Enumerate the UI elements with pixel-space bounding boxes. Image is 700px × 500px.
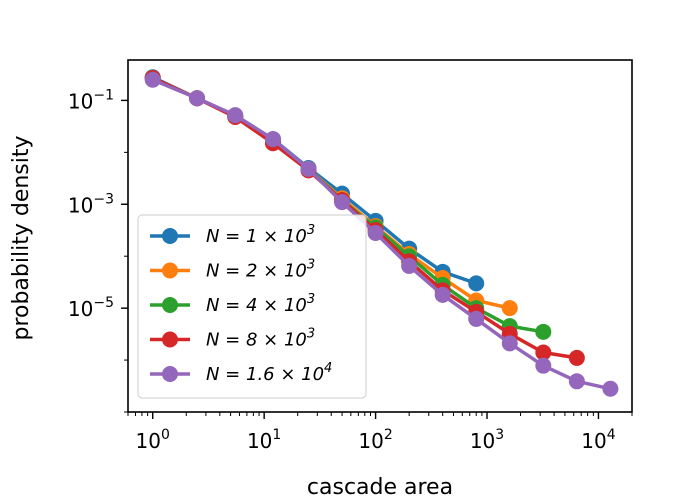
legend-item: N = 2 × 103	[150, 258, 315, 282]
data-point	[602, 380, 619, 397]
legend-label: N = 1.6 × 104	[206, 361, 332, 385]
data-point	[501, 300, 518, 317]
data-point	[334, 194, 351, 211]
legend-item: N = 1.6 × 104	[150, 361, 332, 385]
legend-marker	[162, 331, 178, 348]
legend-box	[137, 214, 367, 399]
legend-marker	[162, 262, 178, 279]
legend-label: N = 4 × 103	[206, 292, 315, 316]
plot-frame	[127, 59, 633, 413]
legend-marker	[162, 366, 178, 382]
data-point	[535, 344, 552, 361]
data-point	[367, 224, 384, 241]
series-4	[144, 71, 619, 397]
x-tick-label: 100	[136, 427, 170, 453]
data-point	[468, 275, 485, 292]
y-tick-label: 10−1	[68, 87, 114, 113]
data-point	[434, 286, 451, 303]
data-point	[227, 107, 244, 124]
data-point	[568, 373, 585, 390]
legend-label: N = 1 × 103	[206, 223, 315, 247]
data-point	[300, 160, 317, 177]
legend-label: N = 8 × 103	[206, 327, 315, 351]
x-tick-label: 103	[470, 427, 504, 453]
data-point	[535, 357, 552, 374]
legend-item: N = 8 × 103	[150, 327, 315, 351]
x-tick-label: 102	[358, 427, 392, 453]
legend-marker	[162, 228, 178, 244]
data-point	[535, 323, 552, 340]
x-axis-label: cascade area	[307, 475, 453, 500]
y-tick-label: 10−3	[68, 191, 114, 217]
legend: N = 1 × 103 N = 2 × 103 N = 4 × 103 N = 8 ×…	[137, 214, 367, 399]
data-point	[568, 349, 585, 366]
y-axis-label: probability density	[9, 135, 34, 340]
x-tick-label: 104	[581, 427, 615, 453]
data-point	[189, 90, 206, 107]
y-tick-label: 10−5	[68, 295, 114, 321]
data-point	[501, 335, 518, 352]
legend-marker	[162, 297, 178, 313]
data-point	[468, 310, 485, 327]
data-point	[401, 257, 418, 274]
y-axis-ticks: 10−1 10−3 10−5	[68, 87, 128, 413]
data-point	[144, 71, 161, 88]
legend-item: N = 4 × 103	[150, 292, 315, 316]
legend-label: N = 2 × 103	[206, 258, 315, 282]
x-tick-label: 101	[247, 427, 281, 453]
x-axis-ticks: 100 101 102 103 104	[127, 412, 633, 453]
series-layer	[144, 69, 619, 397]
legend-item: N = 1 × 103	[150, 223, 315, 247]
data-point	[264, 131, 281, 148]
